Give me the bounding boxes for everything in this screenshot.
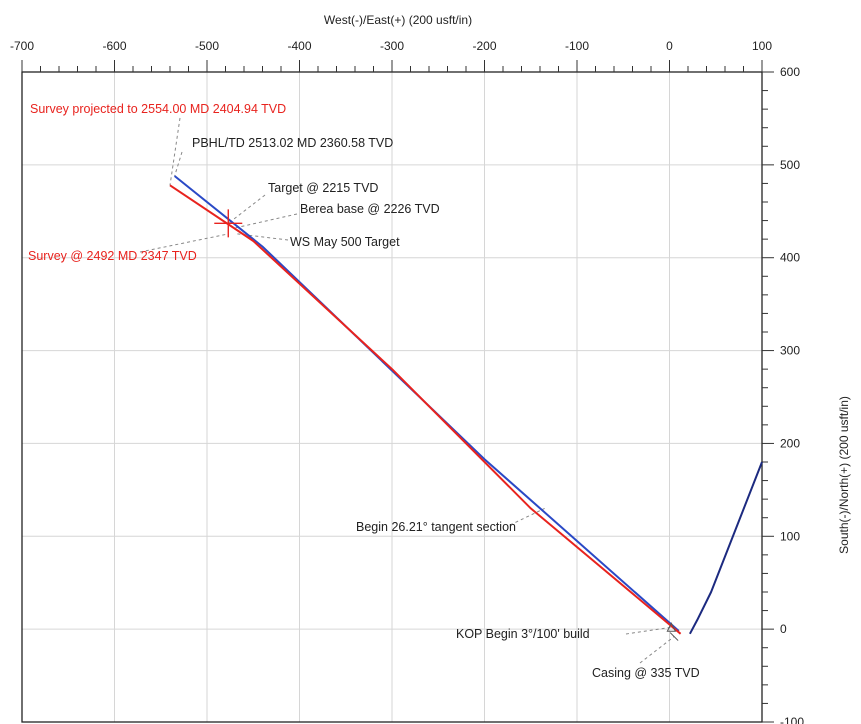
annotation-leader [227,194,266,224]
annotation-leaders [139,117,675,664]
annotation-leader [234,213,298,229]
annotation-label: PBHL/TD 2513.02 MD 2360.58 TVD [192,136,393,150]
y-axis-label: South(-)/North(+) (200 usft/in) [837,396,851,554]
x-tick-label: -500 [195,39,219,53]
y-tick-labels: 600 500 400 300 200 100 0 -100 [780,65,804,724]
annotation-label: Casing @ 335 TVD [592,666,700,680]
y-tick-label: -100 [780,715,804,724]
y-tick-label: 100 [780,529,800,543]
annotation-leader [169,117,181,186]
x-tick-label: 100 [752,39,772,53]
grid [21,71,763,723]
series-line-2 [689,461,763,635]
annotation-label: WS May 500 Target [290,235,400,249]
x-tick-label: 0 [666,39,673,53]
y-tick-label: 500 [780,158,800,172]
annotation-leader [174,151,183,177]
annotation-label: Begin 26.21° tangent section [356,520,516,534]
x-tick-label: -600 [102,39,126,53]
axis-ticks [21,60,774,723]
kop-marker [666,622,677,632]
y-tick-label: 200 [780,436,800,450]
annotation-label: Target @ 2215 TVD [268,181,378,195]
y-tick-label: 400 [780,251,800,265]
x-tick-label: -100 [565,39,589,53]
annotation-label: Berea base @ 2226 TVD [300,202,440,216]
x-tick-label: -200 [472,39,496,53]
y-tick-label: 600 [780,65,800,79]
x-tick-label: -400 [287,39,311,53]
y-tick-label: 0 [780,622,787,636]
annotation-leader [625,626,672,635]
target-marker [214,209,679,641]
annotation-label: Survey @ 2492 MD 2347 TVD [28,249,197,263]
annotation-label: Survey projected to 2554.00 MD 2404.94 T… [30,102,286,116]
x-axis-label: West(-)/East(+) (200 usft/in) [324,13,472,27]
x-tick-label: -300 [380,39,404,53]
annotation-label: KOP Begin 3°/100' build [456,627,590,641]
x-tick-labels: -700 -600 -500 -400 -300 -200 -100 0 100 [10,39,772,53]
series-line-1 [169,184,682,635]
annotation-leader [139,234,226,253]
annotation-leader [509,507,545,526]
x-tick-label: -700 [10,39,34,53]
series [169,175,763,635]
y-tick-label: 300 [780,344,800,358]
annotation-leader [639,636,675,664]
annotations: Survey projected to 2554.00 MD 2404.94 T… [28,102,700,680]
casing-marker [669,632,679,641]
